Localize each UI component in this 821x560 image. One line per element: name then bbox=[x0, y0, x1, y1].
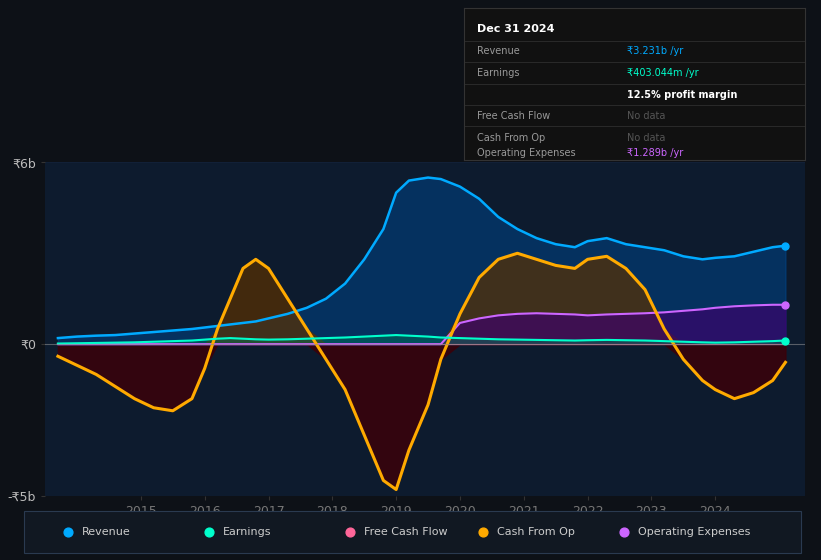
Point bbox=[202, 528, 215, 536]
Point bbox=[617, 528, 631, 536]
Text: Free Cash Flow: Free Cash Flow bbox=[364, 527, 447, 536]
Text: No data: No data bbox=[627, 111, 666, 121]
Text: Operating Expenses: Operating Expenses bbox=[639, 527, 750, 536]
Text: Cash From Op: Cash From Op bbox=[498, 527, 575, 536]
Point bbox=[61, 528, 74, 536]
Point bbox=[476, 528, 489, 536]
Text: Revenue: Revenue bbox=[81, 527, 131, 536]
Point bbox=[779, 300, 792, 309]
Text: Free Cash Flow: Free Cash Flow bbox=[478, 111, 551, 121]
Point bbox=[779, 336, 792, 345]
Text: ₹1.289b /yr: ₹1.289b /yr bbox=[627, 148, 684, 158]
Text: Dec 31 2024: Dec 31 2024 bbox=[478, 24, 555, 34]
Point bbox=[779, 241, 792, 250]
Text: ₹3.231b /yr: ₹3.231b /yr bbox=[627, 46, 684, 57]
Text: No data: No data bbox=[627, 133, 666, 143]
Text: Cash From Op: Cash From Op bbox=[478, 133, 546, 143]
Text: ₹403.044m /yr: ₹403.044m /yr bbox=[627, 68, 699, 78]
Text: Earnings: Earnings bbox=[478, 68, 520, 78]
Text: Earnings: Earnings bbox=[222, 527, 271, 536]
Text: Operating Expenses: Operating Expenses bbox=[478, 148, 576, 158]
FancyBboxPatch shape bbox=[25, 511, 800, 553]
Text: 12.5% profit margin: 12.5% profit margin bbox=[627, 90, 738, 100]
Point bbox=[343, 528, 356, 536]
Text: Revenue: Revenue bbox=[478, 46, 521, 57]
